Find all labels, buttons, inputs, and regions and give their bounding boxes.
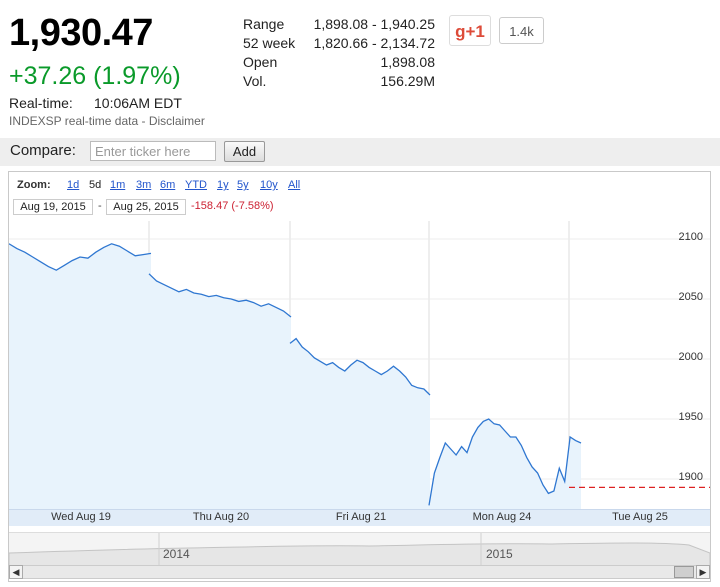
plus-one-count: 1.4k xyxy=(499,17,544,44)
session-area xyxy=(429,419,581,509)
last-price: 1,930.47 xyxy=(9,12,153,54)
session-area xyxy=(290,338,430,509)
navigator-sparkline xyxy=(9,533,710,566)
timeline-navigator[interactable] xyxy=(9,532,710,566)
price-change: +37.26 (1.97%) xyxy=(9,62,181,90)
open-label: Open xyxy=(243,54,278,70)
zoom-label: Zoom: xyxy=(17,179,51,191)
zoom-option-5d[interactable]: 5d xyxy=(89,179,102,191)
zoom-option-5y[interactable]: 5y xyxy=(237,179,249,191)
x-axis-band xyxy=(9,509,710,526)
open-value: 1,898.08 xyxy=(380,54,436,70)
compare-ticker-input[interactable] xyxy=(90,141,216,161)
price-line xyxy=(148,273,292,318)
add-compare-button[interactable]: Add xyxy=(224,141,265,162)
date-to-field[interactable]: Aug 25, 2015 xyxy=(106,199,186,215)
timeline-scrollbar[interactable] xyxy=(9,565,710,579)
52-week-label: 52 week xyxy=(243,35,296,51)
data-source-disclaimer[interactable]: INDEXSP real-time data - Disclaimer xyxy=(9,114,205,128)
google-plus-one-button[interactable]: g+1 xyxy=(449,15,491,46)
y-tick-label: 2050 xyxy=(678,291,703,303)
zoom-option-6m[interactable]: 6m xyxy=(160,179,176,191)
zoom-option-10y[interactable]: 10y xyxy=(260,179,278,191)
compare-label: Compare: xyxy=(10,142,76,159)
zoom-option-all[interactable]: All xyxy=(288,179,301,191)
y-tick-label: 2000 xyxy=(678,351,703,363)
scrollbar-thumb[interactable] xyxy=(674,566,694,578)
realtime-time: 10:06AM EDT xyxy=(94,95,182,111)
navigator-year-2015: 2015 xyxy=(486,547,513,561)
y-tick-label: 2100 xyxy=(678,231,703,243)
range-value: 1,898.08 - 1,940.25 xyxy=(313,16,435,32)
zoom-option-1d[interactable]: 1d xyxy=(67,179,80,191)
52-week-value: 1,820.66 - 2,134.72 xyxy=(313,35,435,51)
date-from-field[interactable]: Aug 19, 2015 xyxy=(13,199,93,215)
volume-value: 156.29M xyxy=(380,73,435,89)
x-tick-label: Mon Aug 24 xyxy=(472,511,532,523)
navigator-year-2014: 2014 xyxy=(163,547,190,561)
price-line xyxy=(289,337,431,396)
price-line xyxy=(9,243,152,271)
session-area xyxy=(9,243,151,509)
y-tick-label: 1950 xyxy=(678,411,703,423)
scroll-right-arrow-icon[interactable]: ▶ xyxy=(696,565,710,579)
realtime-label: Real-time: xyxy=(9,95,73,111)
x-tick-label: Thu Aug 20 xyxy=(192,511,250,523)
scroll-left-arrow-icon[interactable]: ◀ xyxy=(9,565,23,579)
x-tick-label: Tue Aug 25 xyxy=(612,511,668,523)
price-line xyxy=(428,418,582,506)
volume-label: Vol. xyxy=(243,73,267,89)
price-plot[interactable] xyxy=(9,221,710,509)
date-separator: - xyxy=(98,200,102,212)
zoom-option-1y[interactable]: 1y xyxy=(217,179,229,191)
zoom-option-ytd[interactable]: YTD xyxy=(185,179,207,191)
range-label: Range xyxy=(243,16,285,32)
x-tick-label: Wed Aug 19 xyxy=(51,511,111,523)
zoom-option-1m[interactable]: 1m xyxy=(110,179,126,191)
x-tick-label: Fri Aug 21 xyxy=(335,511,387,523)
range-change: -158.47 (-7.58%) xyxy=(191,200,274,212)
session-area xyxy=(149,273,291,509)
zoom-option-3m[interactable]: 3m xyxy=(136,179,152,191)
y-tick-label: 1900 xyxy=(678,471,703,483)
